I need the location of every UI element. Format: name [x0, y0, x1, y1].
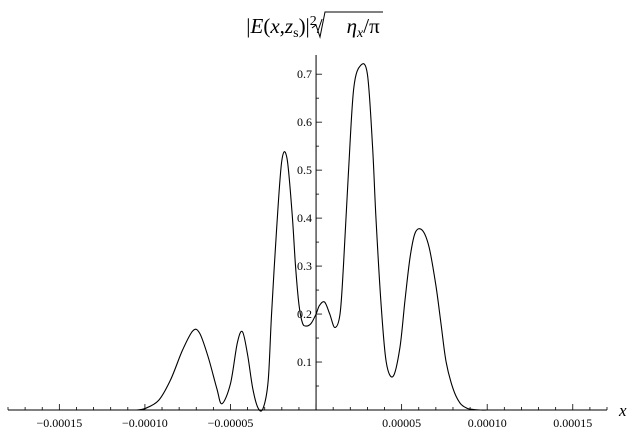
- y-tick-label: 0.6: [297, 115, 312, 129]
- y-tick-label: 0.1: [297, 355, 312, 369]
- y-ticks: 0.10.20.30.40.50.60.7: [297, 67, 323, 387]
- y-tick-label: 0.7: [297, 67, 312, 81]
- y-tick-label: 0.5: [297, 163, 312, 177]
- x-ticks: −0.00015 −0.00010 −0.00005 0.00005 0.00010 0.…: [7, 404, 608, 430]
- x-tick-label: −0.00010: [122, 416, 168, 430]
- x-tick-label: 0.00015: [553, 416, 592, 430]
- x-tick-label: 0.00010: [468, 416, 507, 430]
- title-sqrt-sign: [311, 11, 383, 39]
- series: [136, 63, 515, 412]
- series-line-0: [136, 63, 515, 412]
- x-tick-label: −0.00005: [208, 416, 254, 430]
- y-tick-label: 0.3: [297, 259, 312, 273]
- x-tick-label: 0.00005: [382, 416, 421, 430]
- x-tick-label: −0.00015: [36, 416, 82, 430]
- x-axis-label: x: [618, 401, 627, 420]
- y-tick-label: 0.4: [297, 211, 312, 225]
- chart-title: |E(x,zs)|2/ηx/π: [246, 14, 380, 41]
